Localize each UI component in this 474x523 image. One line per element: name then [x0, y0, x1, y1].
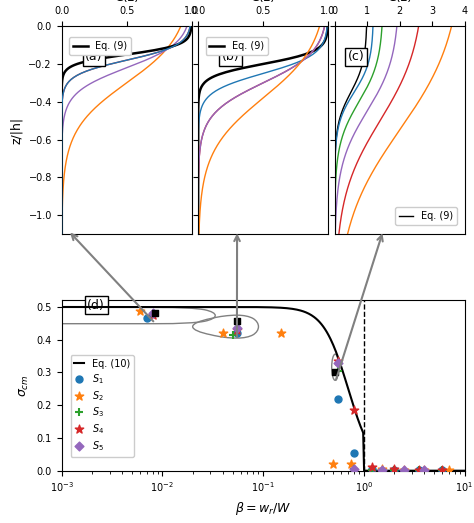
$S_3$: [415, 466, 422, 474]
Text: (a): (a): [85, 50, 102, 63]
Eq. (10): [277, 304, 283, 311]
Legend: Eq. (9): Eq. (9): [395, 208, 457, 225]
Y-axis label: z/|h|: z/|h|: [10, 117, 23, 144]
$S_4$: [390, 465, 398, 473]
Text: (d): (d): [87, 299, 105, 312]
Point: [331, 368, 339, 376]
$S_1$: [438, 466, 446, 474]
$S_2$: [136, 307, 144, 315]
$S_1$: [415, 466, 422, 474]
X-axis label: C(z): C(z): [114, 0, 139, 4]
Point: [233, 316, 241, 325]
Y-axis label: $\sigma_{cm}$: $\sigma_{cm}$: [18, 374, 31, 397]
Eq. (10): [304, 310, 310, 316]
$S_4$: [149, 311, 156, 320]
Text: (b): (b): [221, 50, 239, 63]
$S_4$: [368, 463, 375, 472]
Point: [152, 309, 159, 317]
$S_3$: [438, 466, 446, 474]
$S_1$: [368, 465, 375, 473]
$S_4$: [334, 357, 341, 365]
$S_2$: [330, 460, 337, 468]
$S_5$: [400, 466, 408, 474]
$S_1$: [350, 449, 358, 457]
$S_2$: [400, 465, 408, 474]
Text: (c): (c): [347, 50, 365, 63]
X-axis label: C(z): C(z): [387, 0, 412, 4]
Line: Eq. (10): Eq. (10): [62, 307, 474, 471]
$S_1$: [233, 329, 241, 337]
Eq. (10): [274, 304, 280, 311]
$S_4$: [415, 465, 422, 474]
Legend: Eq. (9): Eq. (9): [206, 37, 268, 55]
$S_2$: [347, 460, 355, 468]
$S_1$: [334, 394, 341, 403]
Eq. (10): [59, 304, 64, 310]
$S_3$: [390, 466, 398, 474]
$S_4$: [438, 466, 446, 474]
X-axis label: $\beta = w_r/W$: $\beta = w_r/W$: [235, 500, 292, 517]
$S_1$: [143, 314, 151, 322]
$S_4$: [350, 406, 358, 414]
Eq. (10): [361, 468, 367, 474]
Eq. (10): [431, 468, 437, 474]
$S_1$: [390, 466, 398, 474]
$S_5$: [233, 324, 241, 333]
Legend: Eq. (10), $S_1$, $S_2$, $S_3$, $S_4$, $S_5$: Eq. (10), $S_1$, $S_2$, $S_3$, $S_4$, $S…: [71, 355, 134, 457]
$S_3$: [229, 331, 237, 339]
$S_2$: [420, 466, 428, 474]
$S_5$: [149, 309, 156, 317]
$S_5$: [350, 465, 358, 473]
$S_3$: [368, 465, 375, 474]
X-axis label: C(z): C(z): [251, 0, 275, 4]
$S_5$: [334, 358, 341, 367]
Legend: Eq. (9): Eq. (9): [69, 37, 131, 55]
$S_2$: [378, 465, 385, 473]
$S_5$: [420, 466, 428, 474]
$S_2$: [445, 466, 453, 474]
$S_3$: [334, 367, 341, 375]
$S_2$: [219, 329, 227, 337]
Eq. (10): [328, 338, 334, 344]
$S_4$: [233, 326, 241, 334]
$S_2$: [277, 329, 284, 337]
$S_3$: [350, 465, 358, 473]
$S_5$: [378, 465, 385, 474]
